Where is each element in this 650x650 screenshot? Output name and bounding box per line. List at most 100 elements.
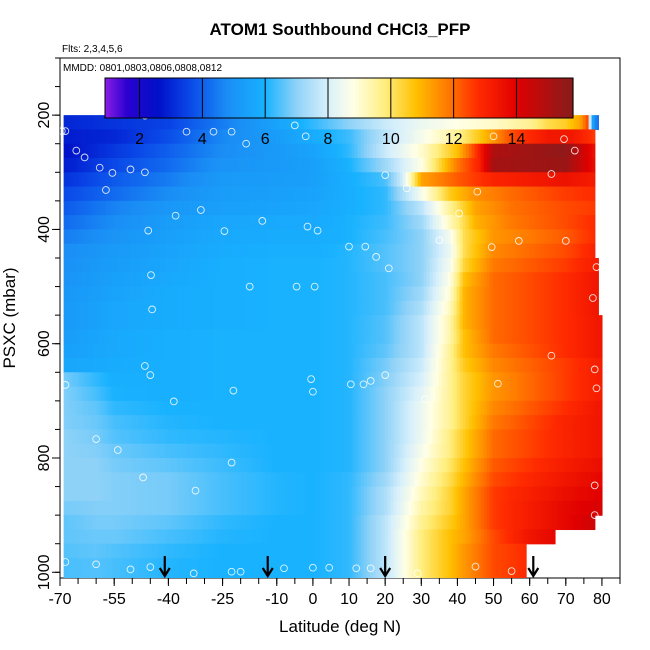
heat-cell	[555, 329, 560, 345]
heat-cell	[447, 243, 452, 259]
heat-cell	[195, 158, 200, 173]
heat-cell	[300, 186, 305, 202]
heat-cell	[456, 315, 461, 331]
heat-cell	[432, 258, 437, 273]
heat-cell	[531, 272, 536, 288]
heat-cell	[66, 143, 71, 159]
heat-cell	[234, 300, 239, 316]
heat-cell	[267, 286, 272, 302]
heat-cell	[411, 343, 416, 359]
heat-cell	[351, 329, 356, 345]
heat-cell	[363, 472, 368, 488]
heat-cell	[327, 258, 332, 273]
heat-cell	[438, 272, 443, 288]
heat-cell	[126, 429, 131, 445]
heat-cell	[297, 358, 302, 373]
heat-cell	[285, 115, 290, 131]
heat-cell	[324, 472, 329, 488]
heat-cell	[516, 158, 521, 173]
heat-cell	[474, 158, 479, 173]
heat-cell	[105, 458, 110, 473]
heat-cell	[276, 472, 281, 488]
heat-cell	[309, 343, 314, 359]
heat-cell	[354, 143, 359, 159]
heat-cell	[405, 429, 410, 445]
heat-cell	[588, 472, 593, 488]
heat-cell	[450, 229, 455, 245]
heat-cell	[252, 443, 257, 459]
heat-cell	[354, 158, 359, 173]
heat-cell	[570, 158, 575, 173]
heat-cell	[90, 458, 95, 473]
heat-cell	[549, 172, 554, 188]
heat-cell	[177, 129, 182, 145]
heat-cell	[327, 358, 332, 373]
heat-cell	[402, 358, 407, 373]
heat-cell	[465, 129, 470, 145]
heat-cell	[462, 386, 467, 402]
heat-cell	[504, 115, 509, 131]
heat-cell	[150, 458, 155, 473]
heat-cell	[276, 415, 281, 431]
heat-cell	[90, 315, 95, 331]
heat-cell	[495, 415, 500, 431]
heat-cell	[270, 258, 275, 273]
heat-cell	[438, 486, 443, 502]
heat-cell	[270, 115, 275, 131]
heat-cell	[450, 429, 455, 445]
heat-cell	[468, 400, 473, 416]
heat-cell	[69, 243, 74, 259]
heat-cell	[573, 372, 578, 388]
heat-cell	[531, 300, 536, 316]
heat-cell	[402, 486, 407, 502]
heat-cell	[426, 486, 431, 502]
heat-cell	[186, 415, 191, 431]
heat-cell	[123, 472, 128, 488]
heat-cell	[183, 429, 188, 445]
heat-cell	[246, 129, 251, 145]
heat-cell	[414, 200, 419, 216]
heat-cell	[432, 343, 437, 359]
heat-cell	[129, 286, 134, 302]
heat-cell	[366, 229, 371, 245]
heat-cell	[375, 443, 380, 459]
heat-cell	[444, 329, 449, 345]
heat-cell	[513, 386, 518, 402]
heat-cell	[285, 129, 290, 145]
heat-cell	[465, 358, 470, 373]
heat-cell	[498, 415, 503, 431]
heat-cell	[489, 186, 494, 202]
heat-cell	[198, 386, 203, 402]
heat-cell	[444, 129, 449, 145]
heat-cell	[417, 258, 422, 273]
heat-cell	[489, 143, 494, 159]
heat-cell	[213, 158, 218, 173]
heat-cell	[519, 286, 524, 302]
heat-cell	[228, 300, 233, 316]
heat-cell	[222, 258, 227, 273]
heat-cell	[159, 172, 164, 188]
heat-cell	[120, 500, 125, 516]
heat-cell	[111, 215, 116, 231]
heat-cell	[315, 429, 320, 445]
heat-cell	[336, 143, 341, 159]
heat-cell	[360, 329, 365, 345]
heat-cell	[234, 329, 239, 345]
heat-cell	[132, 429, 137, 445]
heat-cell	[96, 200, 101, 216]
heat-cell	[123, 486, 128, 502]
heat-cell	[333, 429, 338, 445]
heat-cell	[333, 143, 338, 159]
heat-cell	[123, 200, 128, 216]
heat-cell	[108, 386, 113, 402]
heat-cell	[414, 358, 419, 373]
heat-cell	[162, 286, 167, 302]
heat-cell	[282, 458, 287, 473]
heat-cell	[78, 486, 83, 502]
heat-cell	[162, 443, 167, 459]
heat-cell	[348, 243, 353, 259]
heat-cell	[576, 458, 581, 473]
heat-cell	[66, 300, 71, 316]
heat-cell	[96, 386, 101, 402]
heat-cell	[243, 486, 248, 502]
